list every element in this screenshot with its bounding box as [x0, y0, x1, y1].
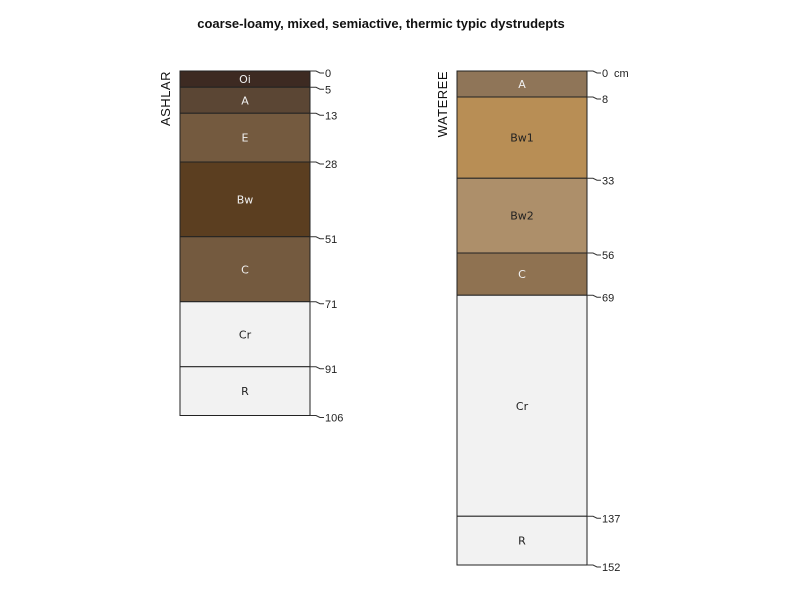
horizon-r [179, 366, 311, 416]
horizon-label: Bw1 [510, 132, 534, 145]
horizon-bw2 [456, 177, 588, 254]
depth-tick [310, 415, 324, 418]
depth-tick [587, 294, 601, 298]
horizon-r [456, 515, 588, 566]
depth-label: 137 [602, 513, 620, 525]
depth-tick [310, 236, 324, 240]
horizon-a [456, 70, 588, 98]
depth-label: 13 [325, 110, 337, 122]
horizon-bw [179, 161, 311, 238]
horizon-c [179, 236, 311, 303]
depth-tick [310, 161, 324, 165]
depth-tick [310, 366, 324, 370]
depth-tick [587, 70, 601, 74]
horizon-label: A [518, 78, 526, 91]
horizon-a [179, 86, 311, 114]
horizon-label: R [241, 385, 249, 398]
depth-label: 69 [602, 292, 614, 304]
horizon-label: Cr [516, 400, 529, 413]
horizon-label: Bw2 [510, 210, 534, 223]
horizon-e [179, 112, 311, 163]
depth-tick [310, 86, 324, 90]
depth-label: 5 [325, 84, 331, 96]
depth-label: 71 [325, 299, 337, 311]
depth-tick [587, 96, 601, 100]
depth-label: 0 [602, 68, 608, 80]
depth-tick [587, 177, 601, 181]
depth-tick [587, 515, 601, 519]
depth-label: 33 [602, 175, 614, 187]
profiles-group: ASHLAR Oi A E Bw C Cr R 0 5 13 28 51 71 91 106 WATEREE A B… [158, 68, 629, 574]
horizon-c [456, 252, 588, 296]
horizon-label: E [242, 132, 249, 145]
depth-tick [587, 564, 601, 568]
profile-wateree: WATEREE A Bw1 Bw2 C Cr R 0 cm 8 33 56 69 137 152 [435, 68, 629, 574]
depth-label: 0 [325, 68, 331, 80]
depth-label: 28 [325, 159, 337, 171]
depth-tick [587, 252, 601, 256]
depth-label: 106 [325, 413, 343, 425]
profile-ashlar: ASHLAR Oi A E Bw C Cr R 0 5 13 28 51 71 91 106 [158, 68, 343, 425]
horizon-label: Bw [237, 193, 254, 206]
depth-label: 56 [602, 250, 614, 262]
diagram-title: coarse-loamy, mixed, semiactive, thermic… [197, 16, 565, 31]
profile-name: WATEREE [435, 71, 450, 137]
horizon-label: A [241, 94, 249, 107]
horizon-label: Oi [239, 73, 251, 86]
depth-tick [310, 70, 324, 74]
depth-tick [310, 112, 324, 116]
depth-label: 91 [325, 364, 337, 376]
horizon-bw1 [456, 96, 588, 179]
depth-unit-label: cm [614, 68, 629, 80]
depth-label: 152 [602, 562, 620, 574]
horizon-label: R [518, 535, 526, 548]
horizon-label: C [518, 268, 526, 281]
depth-label: 51 [325, 234, 337, 246]
horizon-label: Cr [239, 328, 252, 341]
horizon-label: C [241, 263, 249, 276]
depth-label: 8 [602, 94, 608, 106]
profile-name: ASHLAR [158, 71, 173, 126]
depth-tick [310, 301, 324, 305]
